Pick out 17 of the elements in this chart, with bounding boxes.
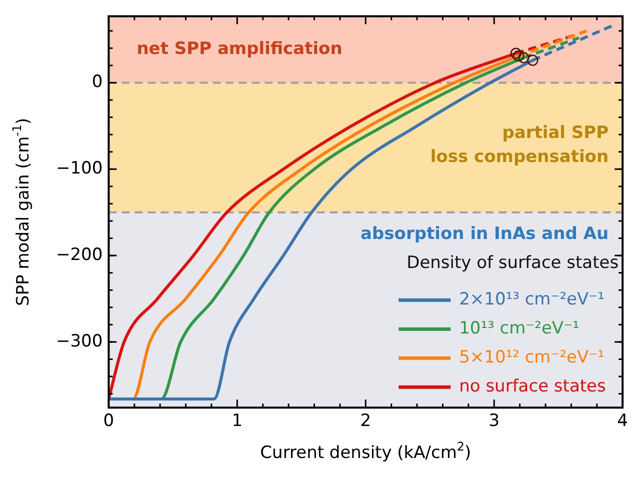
- band-label: net SPP amplification: [136, 38, 342, 59]
- x-tick-label: 2: [360, 411, 372, 432]
- x-tick-label: 4: [617, 411, 628, 432]
- legend-title: Density of surface states: [406, 253, 619, 274]
- y-tick-label: −100: [56, 158, 103, 179]
- band-label: absorption in InAs and Au: [360, 224, 609, 244]
- y-tick-label: −200: [56, 244, 103, 265]
- y-tick-label: 0: [92, 72, 103, 92]
- text: no surface states: [459, 376, 606, 397]
- x-tick-label: 1: [232, 411, 243, 432]
- text: 2×10¹³ cm⁻²eV⁻¹: [459, 290, 604, 310]
- y-axis-title: SPP modal gain (cm-1): [10, 118, 34, 306]
- text: 5×10¹² cm⁻²eV⁻¹: [459, 348, 604, 368]
- y-tick-label: −300: [56, 331, 103, 352]
- text: 10¹³ cm⁻²eV⁻¹: [459, 318, 580, 339]
- x-tick-label: 3: [488, 411, 500, 432]
- band-label: partial SPP loss compensation: [430, 122, 609, 167]
